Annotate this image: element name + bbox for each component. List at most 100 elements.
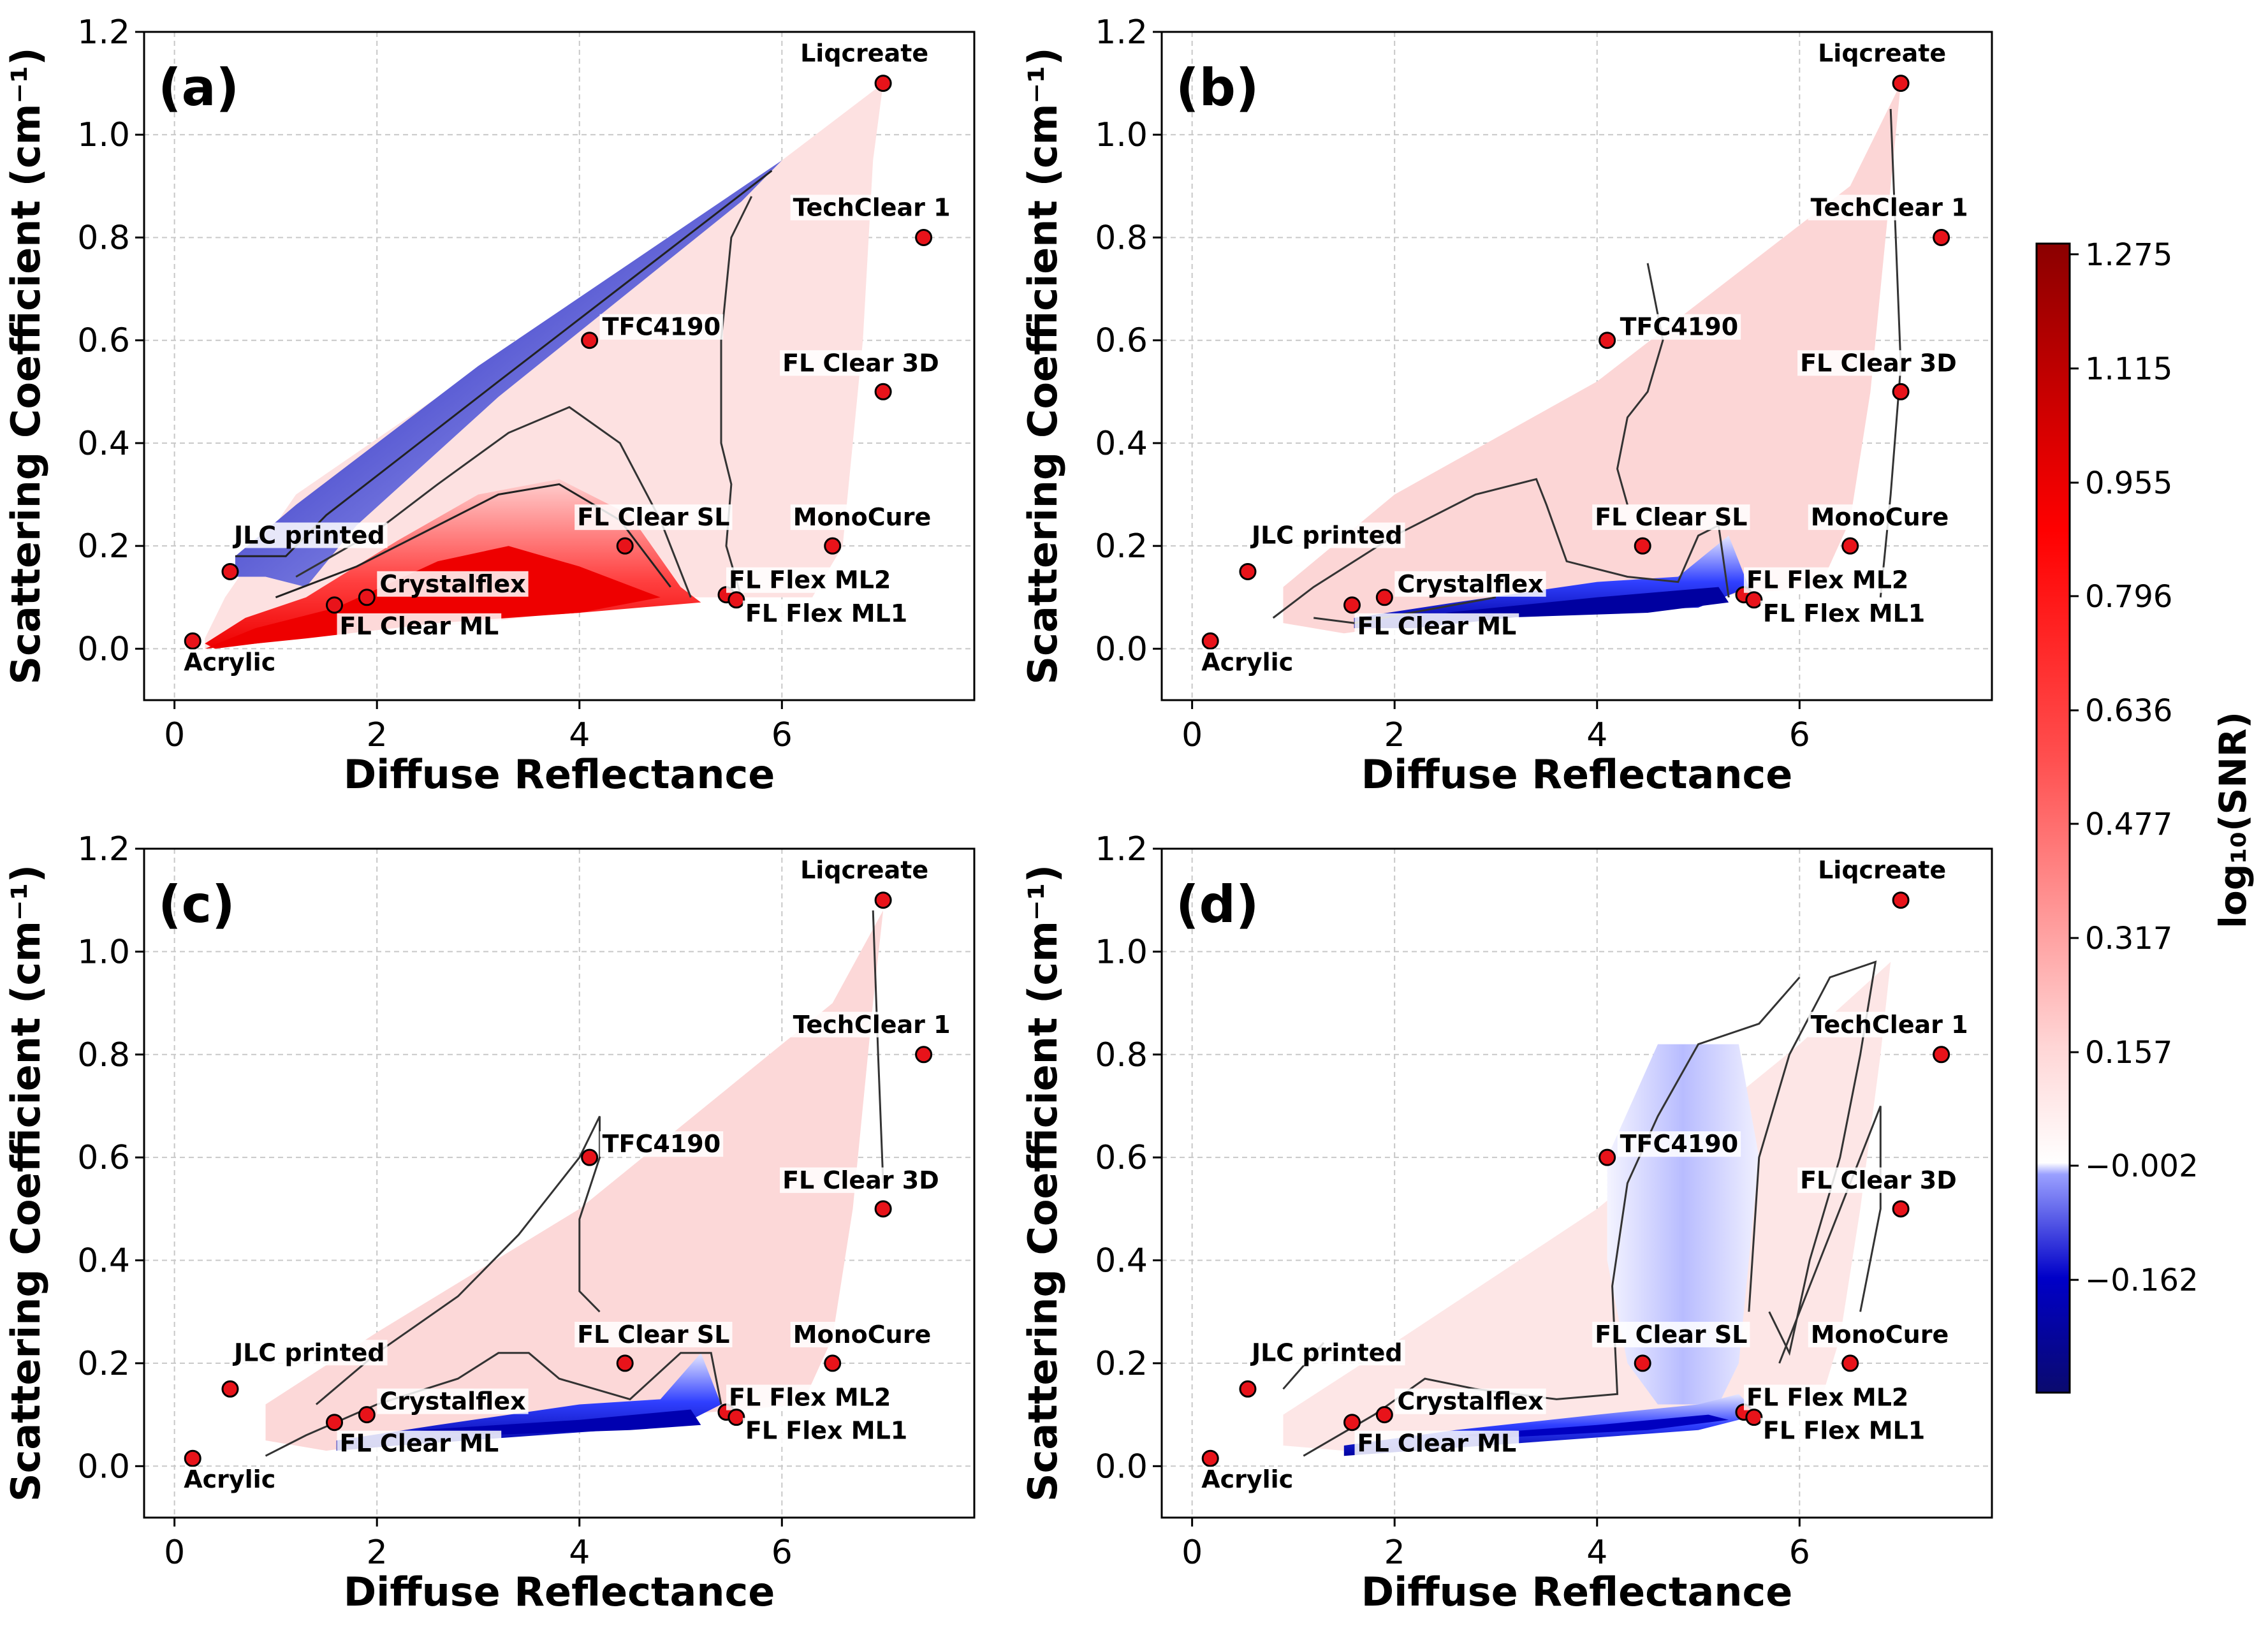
colorbar-tick-label: 0.955 [2085,465,2172,501]
data-point [1634,1354,1651,1372]
x-tick-label: 6 [772,716,793,754]
point-label-bg [377,571,529,597]
panel-letter: (c) [158,875,235,934]
colorbar-tick-label: 1.275 [2085,237,2172,273]
point-label: FL Clear ML [340,1430,499,1458]
point-label-bg [790,1011,953,1037]
point-label-bg [1815,40,1949,66]
data-point [1892,383,1910,400]
point-label: Crystalflex [379,1388,525,1416]
heatmap-field [1283,83,1901,634]
x-tick-label: 2 [1384,1534,1405,1572]
x-tick-label: 6 [772,1534,793,1572]
point-label: FL Flex ML1 [745,1417,907,1445]
y-tick-label: 0.2 [1095,1345,1148,1383]
contour-line [265,1352,722,1457]
data-point [824,1354,842,1372]
point-label-bg [1592,504,1750,531]
point-label-bg [181,1467,279,1493]
point-label: MonoCure [1811,1321,1949,1349]
point-label: FL Flex ML2 [729,1384,891,1412]
y-tick-label: 0.0 [77,1447,130,1486]
point-label-bg [1808,1321,1952,1347]
y-tick-label: 0.8 [1095,219,1148,257]
colorbar-tick-label: 0.796 [2085,579,2172,615]
point-label-bg [726,567,894,593]
point-label: Acrylic [1201,648,1293,676]
data-point [874,1200,892,1218]
colorbar-tick-label: 0.157 [2085,1035,2172,1071]
point-label-bg [574,1321,733,1347]
data-point [728,591,745,609]
y-tick-label: 0.2 [77,527,130,566]
point-label-bg [337,613,502,639]
point-label-bg [1743,1384,1912,1410]
blue-core [1455,1414,1729,1438]
point-label-bg [1760,1417,1928,1444]
point-label: TFC4190 [1620,1130,1739,1158]
contours-c [265,910,884,1457]
point-label: FL Flex ML2 [729,566,891,594]
point-label-bg [726,1384,894,1410]
y-tick-label: 0.2 [77,1345,130,1383]
colorbar-ticks: 1.275 1.115 0.955 0.796 0.636 0.477 0.317 0.157… [2070,237,2198,1298]
point-label: TFC4190 [1620,313,1739,341]
point-label: FL Flex ML1 [1763,1417,1925,1445]
point-label: FL Clear 3D [782,349,939,377]
point-label-bg [1592,1321,1750,1347]
y-tick-label: 0.0 [1095,630,1148,668]
data-point [616,1354,634,1372]
data-point [326,596,344,614]
point-label: TechClear 1 [793,1011,951,1039]
x-axis-label: Diffuse Reflectance [1361,751,1793,798]
colorbar-gradient [2035,242,2071,1394]
colorbar-tick-label: 0.317 [2085,921,2172,956]
data-point [1201,1449,1219,1467]
point-label: FL Clear 3D [782,1166,939,1194]
point-label-bg [790,194,953,221]
point-label: FL Clear SL [1595,503,1747,531]
colorbar-tick-label: −0.002 [2085,1148,2198,1184]
x-tick-label: 0 [164,1534,185,1572]
x-tick-label: 4 [569,716,590,754]
x-tick-label: 0 [164,716,185,754]
data-point [728,1409,745,1426]
point-label: FL Flex ML1 [745,599,907,627]
x-tick-label: 6 [1789,716,1810,754]
point-label: FL Clear 3D [1800,349,1957,377]
y-tick-label: 0.6 [77,1139,130,1177]
data-point [1599,1148,1616,1166]
point-label: JLC printed [1250,1338,1403,1366]
y-tick-label: 0.4 [77,1242,130,1280]
x-tick-label: 6 [1789,1534,1810,1572]
point-label: FL Flex ML2 [1746,1384,1908,1412]
x-tick-label: 0 [1182,1534,1203,1572]
x-tick-label: 4 [1586,716,1607,754]
x-tick-label: 2 [367,716,388,754]
y-axis-label: Scattering Coefficient (cm⁻¹) [1020,865,1066,1502]
contour-line [1313,596,1496,624]
data-point [581,332,599,349]
data-point [915,1046,933,1064]
point-label: FL Clear ML [1357,612,1517,640]
data-point [1375,589,1393,606]
x-tick-label: 2 [367,1534,388,1572]
data-point [1933,1046,1950,1064]
y-tick-label: 1.0 [1095,116,1148,154]
panel-b: 0 2 4 6 0.0 0.2 0.4 0.6 0.8 1.0 1.2 Diffuse Reflect… [1020,13,1993,798]
point-label: FL Clear ML [1357,1430,1517,1458]
point-label-bg [1743,567,1912,593]
y-axis-label: Scattering Coefficient (cm⁻¹) [1020,47,1066,684]
blue-column [1607,1044,1759,1405]
y-tick-label: 0.0 [77,630,130,668]
point-label-bg [742,1417,911,1444]
data-point [1841,1354,1859,1372]
point-label-bg [574,504,733,531]
data-point [1343,596,1361,614]
data-point [616,537,634,555]
data-point [915,228,933,246]
heatmap-c [265,910,884,1451]
y-tick-label: 0.4 [1095,425,1148,463]
panel-letter: (d) [1176,875,1259,934]
